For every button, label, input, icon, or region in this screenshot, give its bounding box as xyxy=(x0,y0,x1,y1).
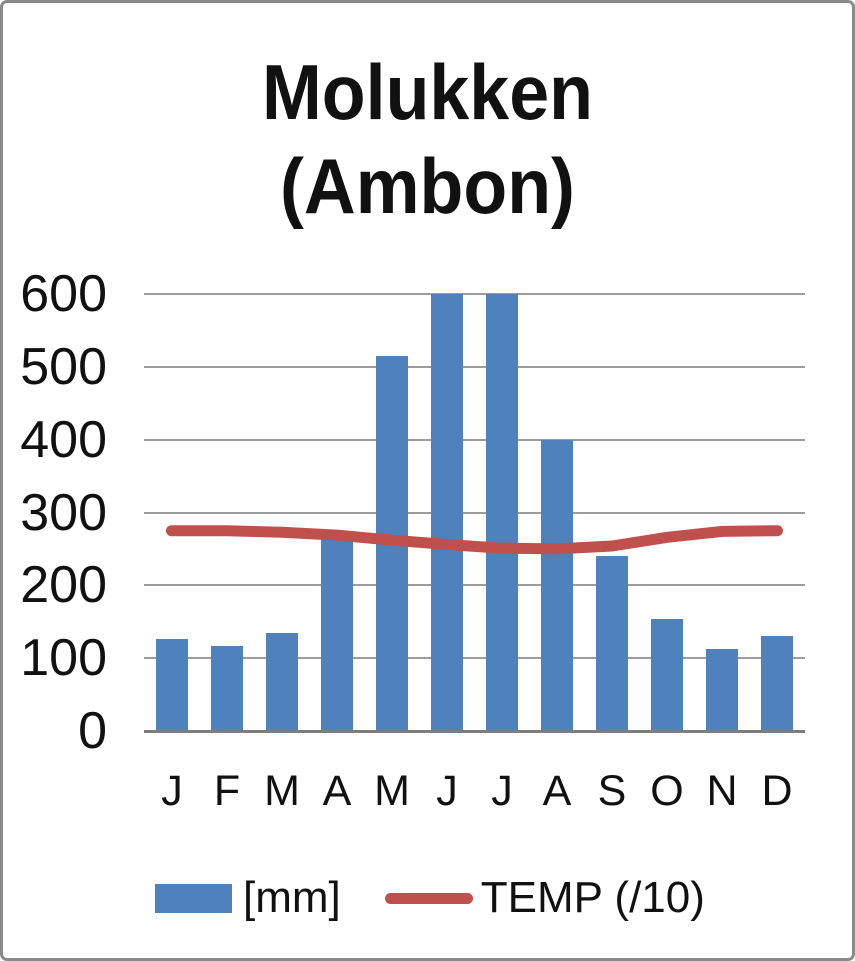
temp-line xyxy=(166,525,783,555)
chart-title: Molukken (Ambon) xyxy=(37,45,818,233)
chart-title-line-2: (Ambon) xyxy=(280,142,575,230)
y-tick-label-200: 200 xyxy=(20,556,107,614)
y-axis: 600 500 400 300 200 100 0 xyxy=(3,265,107,760)
y-tick-label-100: 100 xyxy=(20,629,107,687)
bar-12-D xyxy=(761,636,793,731)
y-tick-label-500: 500 xyxy=(20,338,107,396)
legend-bar-swatch xyxy=(155,883,232,913)
gridline-500 xyxy=(144,366,805,368)
bar-1-J xyxy=(156,639,188,731)
x-tick-label-7-J: J xyxy=(491,767,513,815)
gridline-100 xyxy=(144,657,805,659)
legend-label-mm: [mm] xyxy=(243,873,341,922)
legend-line-swatch xyxy=(384,892,473,904)
bar-6-J xyxy=(431,294,463,731)
bar-3-M xyxy=(266,633,298,731)
plot-area xyxy=(144,293,805,733)
x-tick-label-9-S: S xyxy=(597,767,627,815)
chart-title-line-1: Molukken xyxy=(262,48,593,136)
x-tick-label-11-N: N xyxy=(706,767,738,815)
x-tick-label-3-M: M xyxy=(264,767,300,815)
gridline-600 xyxy=(144,293,805,295)
bar-8-A xyxy=(541,440,573,731)
bar-7-J xyxy=(486,294,518,731)
y-tick-label-600: 600 xyxy=(20,265,107,323)
legend: [mm] TEMP (/10) xyxy=(155,875,705,921)
y-tick-label-400: 400 xyxy=(20,411,107,469)
gridline-400 xyxy=(144,439,805,441)
temp-line-layer xyxy=(166,525,783,555)
x-axis-line xyxy=(144,730,805,733)
x-tick-label-2-F: F xyxy=(213,767,241,815)
x-tick-label-12-D: D xyxy=(761,767,793,815)
x-tick-label-5-M: M xyxy=(374,767,410,815)
bar-10-O xyxy=(651,619,683,731)
bar-9-S xyxy=(596,556,628,731)
x-tick-label-6-J: J xyxy=(436,767,458,815)
bar-4-A xyxy=(321,536,353,731)
legend-label-temp: TEMP (/10) xyxy=(480,873,705,922)
gridline-300 xyxy=(144,512,805,514)
y-tick-label-300: 300 xyxy=(20,484,107,542)
x-tick-label-10-O: O xyxy=(650,767,684,815)
x-tick-label-1-J: J xyxy=(161,767,183,815)
gridline-200 xyxy=(144,584,805,586)
y-tick-label-0: 0 xyxy=(78,702,107,760)
bar-11-N xyxy=(706,649,738,731)
x-tick-label-4-A: A xyxy=(322,767,352,815)
bar-2-F xyxy=(211,646,243,731)
x-tick-label-8-A: A xyxy=(542,767,572,815)
